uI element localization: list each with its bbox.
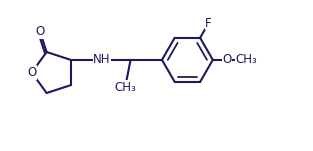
Text: CH₃: CH₃ bbox=[236, 53, 258, 66]
Text: O: O bbox=[27, 66, 36, 79]
Text: CH₃: CH₃ bbox=[114, 81, 136, 94]
Text: F: F bbox=[205, 17, 212, 30]
Text: O: O bbox=[35, 25, 44, 38]
Text: NH: NH bbox=[93, 53, 111, 66]
Text: O: O bbox=[223, 53, 232, 66]
